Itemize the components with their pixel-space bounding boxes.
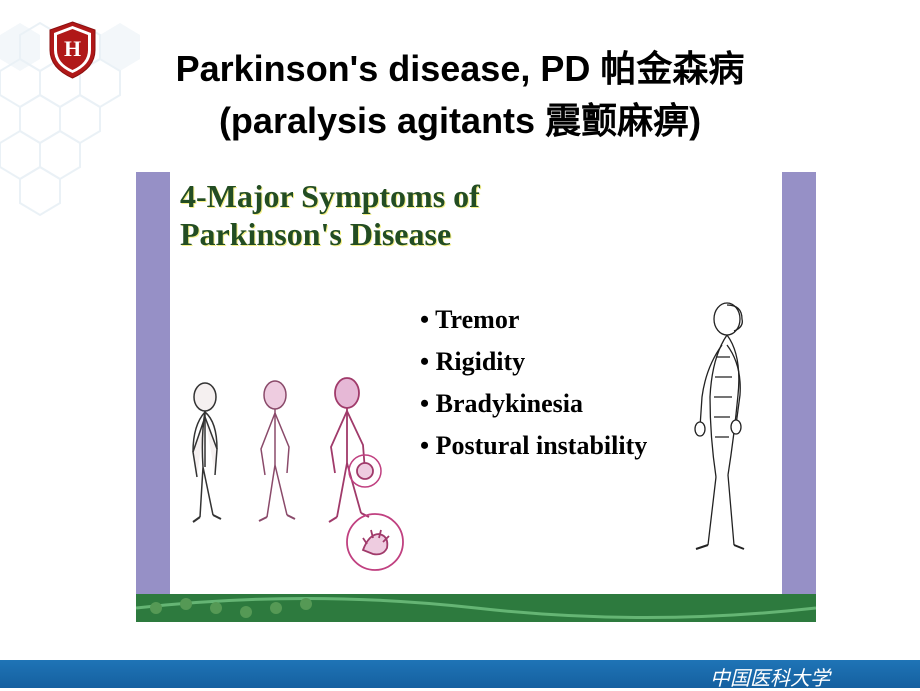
purple-column-right [782, 172, 816, 594]
symptom-item: • Bradykinesia [420, 389, 647, 419]
symptom-list: • Tremor • Rigidity • Bradykinesia • Pos… [420, 305, 647, 473]
standing-figure-illustration [672, 297, 777, 557]
symptom-item: • Tremor [420, 305, 647, 335]
purple-column-left [136, 172, 170, 594]
walking-figures-illustration [175, 367, 415, 587]
diagram-heading-line-2: Parkinson's Disease [180, 216, 451, 252]
diagram-heading-line-1: 4-Major Symptoms of [180, 178, 480, 214]
diagram-heading: 4-Major Symptoms of Parkinson's Disease [180, 177, 480, 254]
symptom-item: • Postural instability [420, 431, 647, 461]
footer-bar: 中国医科大学 [0, 660, 920, 688]
symptom-item: • Rigidity [420, 347, 647, 377]
footer-university-name: 中国医科大学 [710, 662, 830, 691]
title-line-1: Parkinson's disease, PD 帕金森病 [0, 40, 920, 92]
title-line-2: (paralysis agitants 震颤麻痹) [0, 92, 920, 144]
slide-title: Parkinson's disease, PD 帕金森病 (paralysis … [0, 40, 920, 144]
symptoms-diagram: 4-Major Symptoms of Parkinson's Disease … [170, 172, 782, 622]
